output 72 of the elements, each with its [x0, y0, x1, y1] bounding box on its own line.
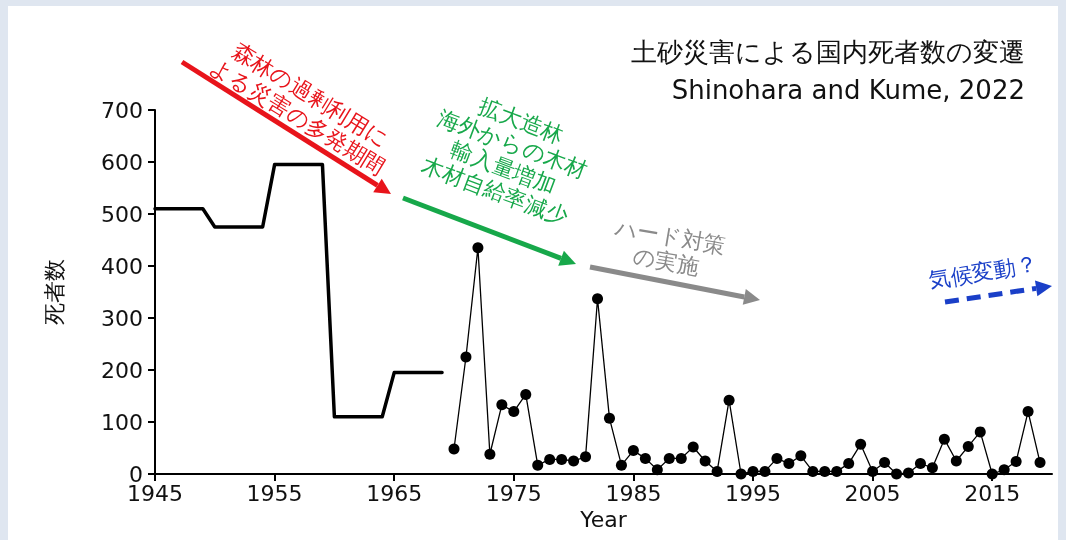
- point: [723, 394, 735, 406]
- point: [496, 399, 508, 411]
- point: [472, 242, 484, 254]
- point: [1010, 456, 1022, 468]
- annotation: ハード対策 の実施: [611, 214, 728, 280]
- point: [699, 455, 711, 467]
- point: [484, 448, 496, 460]
- point: [938, 433, 950, 445]
- x-tick-label: 1965: [366, 480, 423, 506]
- point: [914, 458, 926, 470]
- point: [651, 464, 663, 476]
- y-axis-title: 死者数: [41, 259, 67, 325]
- point: [592, 293, 604, 305]
- point: [568, 455, 580, 467]
- point: [902, 467, 914, 479]
- point: [843, 458, 855, 470]
- chart-title: 土砂災害による国内死者数の変遷: [631, 37, 1025, 67]
- point: [807, 465, 819, 477]
- point: [627, 445, 639, 457]
- y-tick-label: 600: [101, 149, 143, 175]
- point: [520, 388, 532, 400]
- point: [735, 468, 747, 480]
- x-tick-label: 2005: [844, 480, 901, 506]
- point: [615, 459, 627, 471]
- point: [795, 450, 807, 462]
- point: [855, 438, 867, 450]
- point: [783, 458, 795, 470]
- y-tick-label: 500: [101, 201, 143, 227]
- point: [831, 465, 843, 477]
- chart-subtitle: Shinohara and Kume, 2022: [671, 75, 1025, 105]
- point: [687, 441, 699, 453]
- point: [867, 465, 879, 477]
- point: [1034, 457, 1046, 469]
- point: [711, 465, 723, 477]
- point: [460, 351, 472, 363]
- x-tick-label: 2015: [964, 480, 1021, 506]
- point: [879, 457, 891, 469]
- point: [998, 464, 1010, 476]
- point: [508, 406, 520, 418]
- point: [675, 452, 687, 464]
- point: [532, 459, 544, 471]
- point: [580, 451, 592, 463]
- point: [603, 412, 615, 424]
- y-tick-label: 200: [101, 357, 143, 383]
- point: [819, 465, 831, 477]
- point: [986, 468, 998, 480]
- x-tick-label: 1995: [725, 480, 781, 506]
- y-tick-label: 700: [101, 97, 143, 123]
- annotation: 拡大造林 海外からの木材 輸入量増加 木材自給率減少: [418, 93, 591, 230]
- x-axis-title: Year: [579, 507, 628, 533]
- point: [663, 452, 675, 464]
- point: [926, 462, 938, 474]
- y-tick-label: 100: [101, 409, 143, 435]
- x-tick-label: 1985: [605, 480, 662, 506]
- point: [544, 453, 556, 465]
- y-tick-label: 400: [101, 253, 143, 279]
- annotation: 気候変動？: [926, 250, 1040, 294]
- y-tick-label: 300: [101, 305, 143, 331]
- point: [1022, 406, 1034, 418]
- point: [639, 452, 651, 464]
- x-tick-label: 1955: [246, 480, 303, 506]
- x-tick-label: 1975: [485, 480, 542, 506]
- point: [962, 440, 974, 452]
- point: [974, 426, 986, 438]
- point: [448, 443, 460, 455]
- annotation: 森林の過剰利用に よる災害の多発期間: [205, 38, 393, 180]
- point: [556, 453, 568, 465]
- point: [771, 452, 783, 464]
- point: [950, 455, 962, 467]
- point: [747, 465, 759, 477]
- point: [759, 465, 771, 477]
- point: [891, 468, 903, 480]
